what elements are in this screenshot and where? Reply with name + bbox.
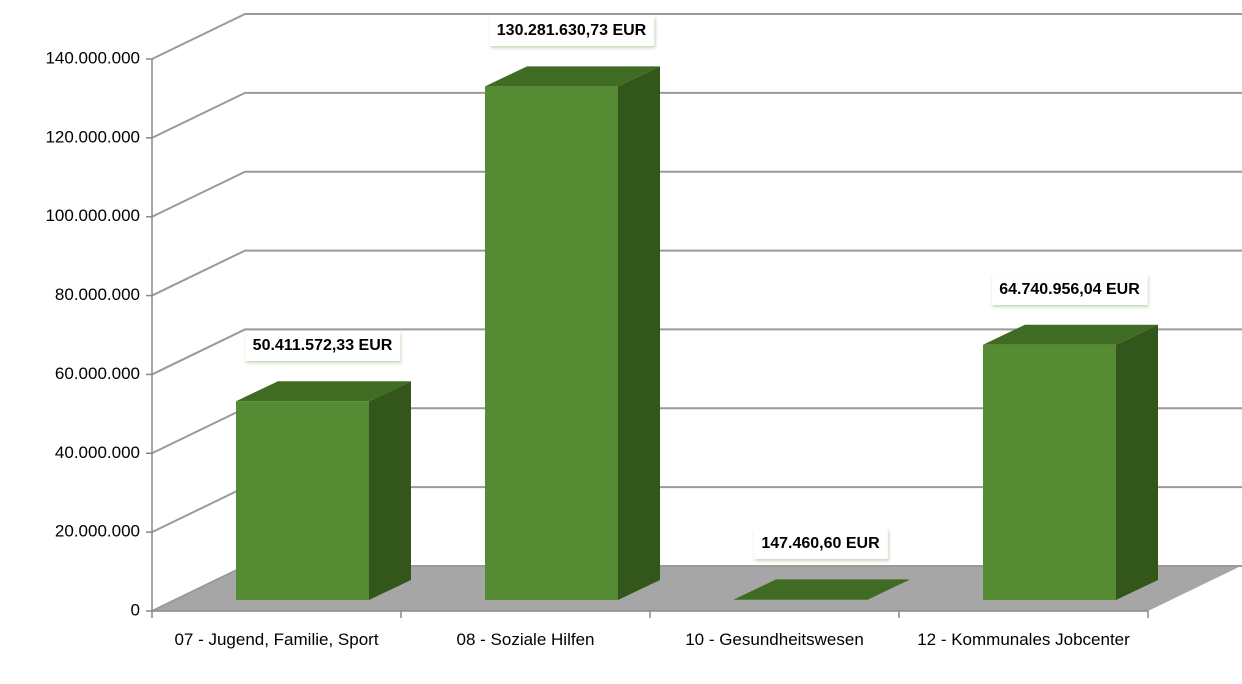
y-tick-label: 60.000.000 [55,364,140,383]
y-tick-label: 80.000.000 [55,285,140,304]
y-tick-label: 100.000.000 [45,206,140,225]
value-label: 64.740.956,04 EUR [991,274,1148,305]
value-label: 147.460,60 EUR [753,529,888,560]
bar [734,599,867,600]
bar-top [734,579,909,600]
bar-top [485,66,660,87]
bar-top [983,324,1158,345]
grid-line [151,249,1242,297]
bar [485,86,618,601]
floor [152,566,1241,611]
value-label: 130.281.630,73 EUR [488,16,655,47]
grid-line [151,170,1242,218]
y-tick-label: 120.000.000 [45,127,140,146]
bar [983,344,1116,600]
grid-line [151,13,1242,60]
y-tick-label: 0 [131,600,140,619]
bar-side [369,381,411,600]
value-label: 50.411.572,33 EUR [244,331,401,362]
grid-line [151,91,1242,139]
x-tick-label: 08 - Soziale Hilfen [456,630,595,649]
bar-side [618,66,660,601]
y-tick-label: 40.000.000 [55,443,140,462]
bar-top [236,381,411,402]
x-tick-label: 10 - Gesundheitswesen [685,630,864,649]
x-tick-label: 12 - Kommunales Jobcenter [917,630,1130,649]
y-tick-label: 20.000.000 [55,522,140,541]
x-tick-label: 07 - Jugend, Familie, Sport [174,630,379,649]
bar [236,401,369,600]
bar-side [867,579,909,600]
grid-line [151,328,1242,376]
bar-side [1116,324,1158,600]
y-tick-label: 140.000.000 [45,48,140,67]
